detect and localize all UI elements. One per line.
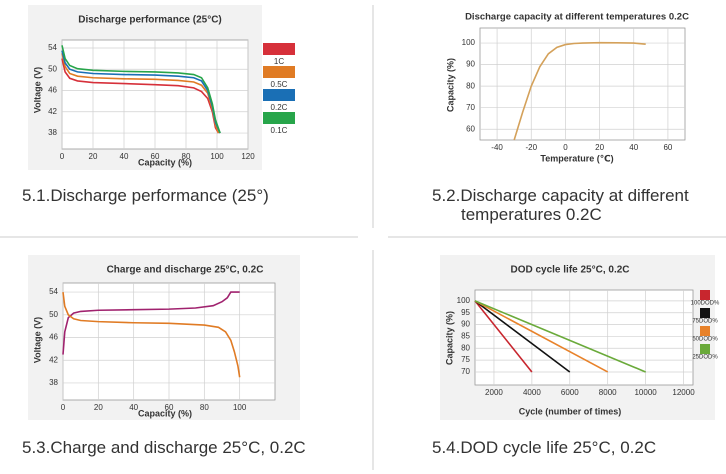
- y-tick-label: 90: [466, 60, 475, 69]
- y-tick-label: 46: [49, 333, 58, 342]
- x-axis-label: Capacity (%): [138, 157, 192, 167]
- y-tick-label: 80: [466, 81, 475, 90]
- x-tick-label: 100: [210, 152, 224, 161]
- legend-label: 50DOD%: [692, 337, 718, 343]
- y-tick-label: 95: [461, 308, 470, 317]
- y-axis-label: Voltage (V): [32, 317, 42, 363]
- x-tick-label: 0: [563, 143, 568, 152]
- y-tick-label: 50: [48, 64, 57, 73]
- legend-swatch: [700, 308, 710, 318]
- chart-title: Discharge performance (25°C): [78, 15, 222, 26]
- y-axis-label: Capacity (%): [444, 311, 454, 365]
- y-tick-label: 70: [466, 103, 475, 112]
- chart-title: Discharge capacity at different temperat…: [465, 12, 689, 23]
- x-tick-label: 0: [60, 152, 65, 161]
- x-axis-label: Cycle (number of times): [519, 406, 622, 416]
- caption: 5.1.Discharge performance (25°): [22, 186, 269, 205]
- legend-label: 100DOD%: [691, 301, 720, 307]
- x-tick-label: 8000: [599, 388, 617, 397]
- legend-label: 25DOD%: [692, 355, 718, 361]
- legend-label: 0.5C: [271, 80, 288, 89]
- chart-title: DOD cycle life 25°C, 0.2C: [510, 265, 629, 276]
- legend-swatch: [700, 326, 710, 336]
- legend-swatch: [700, 290, 710, 300]
- y-tick-label: 75: [461, 355, 470, 364]
- plot-area: [474, 289, 694, 386]
- x-tick-label: 0: [61, 403, 66, 412]
- y-tick-label: 42: [49, 355, 58, 364]
- x-tick-label: -20: [525, 143, 537, 152]
- x-tick-label: 60: [151, 152, 160, 161]
- legend-label: 75DOD%: [692, 319, 718, 325]
- y-tick-label: 60: [466, 124, 475, 133]
- y-tick-label: 70: [461, 367, 470, 376]
- y-tick-label: 42: [48, 107, 57, 116]
- legend-label: 1C: [274, 57, 284, 66]
- data-line: [61, 45, 221, 134]
- x-tick-label: 20: [595, 143, 604, 152]
- y-tick-label: 54: [48, 43, 57, 52]
- data-line: [474, 300, 571, 373]
- chart-title: Charge and discharge 25°C, 0.2C: [107, 265, 264, 276]
- caption: 5.2.Discharge capacity at different temp…: [432, 186, 689, 224]
- data-line: [513, 41, 646, 141]
- x-tick-label: 20: [94, 403, 103, 412]
- y-tick-label: 90: [461, 320, 470, 329]
- y-tick-label: 46: [48, 86, 57, 95]
- legend-swatch: [263, 66, 295, 78]
- legend-swatch: [700, 344, 710, 354]
- legend-label: 0.2C: [271, 103, 288, 112]
- x-tick-label: 40: [120, 152, 129, 161]
- x-tick-label: 80: [182, 152, 191, 161]
- x-tick-label: 120: [241, 152, 255, 161]
- x-tick-label: 2000: [485, 388, 503, 397]
- data-line: [62, 291, 240, 355]
- x-tick-label: 20: [89, 152, 98, 161]
- data-line: [62, 291, 241, 378]
- data-line: [61, 58, 220, 134]
- plot-area: [479, 27, 686, 141]
- x-tick-label: 6000: [561, 388, 579, 397]
- x-tick-label: 60: [165, 403, 174, 412]
- legend-swatch: [263, 89, 295, 101]
- data-line: [474, 300, 533, 373]
- x-tick-label: -40: [491, 143, 503, 152]
- y-tick-label: 54: [49, 287, 58, 296]
- x-tick-label: 40: [629, 143, 638, 152]
- x-tick-label: 60: [663, 143, 672, 152]
- y-tick-label: 85: [461, 332, 470, 341]
- legend-swatch: [263, 43, 295, 55]
- y-tick-label: 100: [457, 296, 471, 305]
- x-tick-label: 80: [200, 403, 209, 412]
- y-tick-label: 100: [462, 38, 476, 47]
- x-axis-label: Capacity (%): [138, 408, 192, 418]
- data-line: [474, 300, 609, 373]
- x-tick-label: 100: [233, 403, 247, 412]
- x-tick-label: 40: [129, 403, 138, 412]
- caption: 5.4.DOD cycle life 25°C, 0.2C: [432, 438, 657, 457]
- x-tick-label: 10000: [634, 388, 657, 397]
- x-tick-label: 12000: [672, 388, 695, 397]
- y-axis-label: Capacity (%): [445, 58, 455, 112]
- y-tick-label: 38: [48, 128, 57, 137]
- legend-swatch: [263, 112, 295, 124]
- legend-label: 0.1C: [271, 126, 288, 135]
- caption: 5.3.Charge and discharge 25°C, 0.2C: [22, 438, 306, 457]
- y-axis-label: Voltage (V): [32, 67, 42, 113]
- data-line: [474, 300, 646, 373]
- x-tick-label: 4000: [523, 388, 541, 397]
- x-axis-label: Temperature (℃): [540, 153, 613, 163]
- y-tick-label: 50: [49, 310, 58, 319]
- y-tick-label: 38: [49, 378, 58, 387]
- y-tick-label: 80: [461, 343, 470, 352]
